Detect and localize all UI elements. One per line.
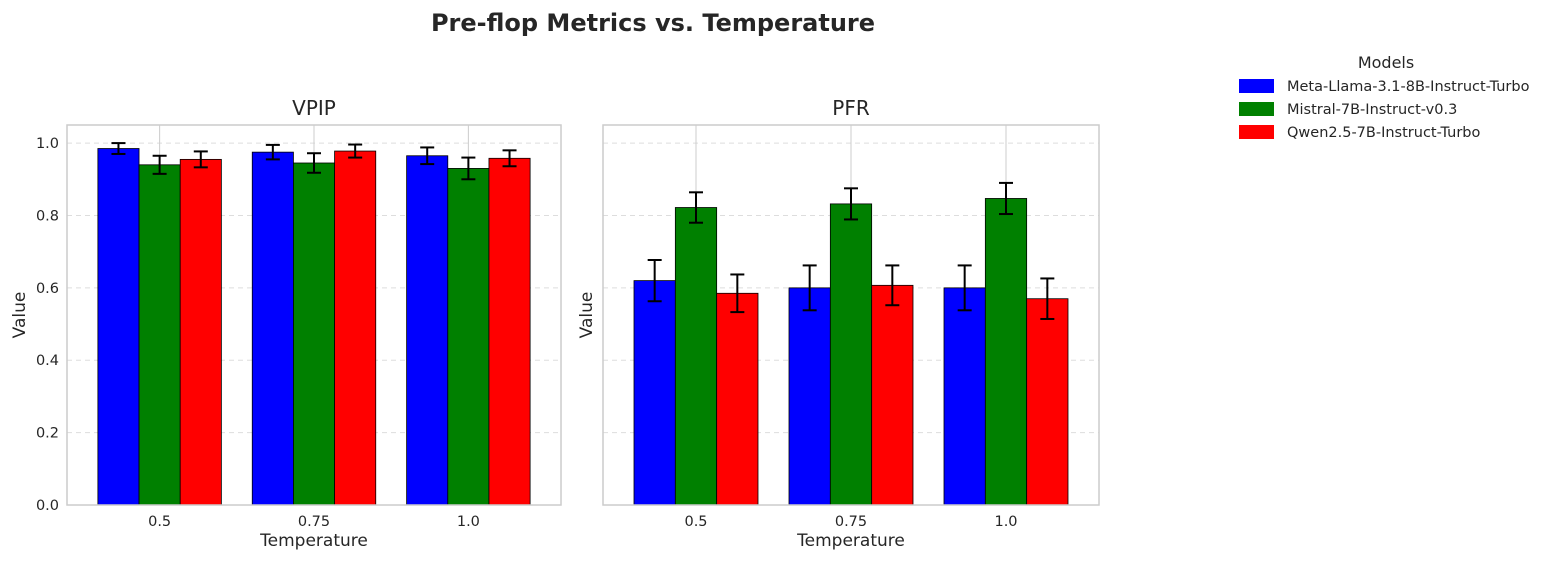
pfr-bar	[674, 207, 718, 506]
vpip-bar	[447, 168, 490, 506]
vpip-x-tick-label: 1.0	[457, 514, 480, 530]
pfr-y-axis-label: Value	[577, 292, 597, 339]
pfr-bar	[943, 287, 986, 506]
vpip-bar	[488, 157, 531, 506]
vpip-panel: 0.5 0.75 1.0 0.0 0.2 0.4 0.6 0.8 1.0 VPIP Temperat…	[10, 96, 562, 551]
vpip-y-tick-label: 0.4	[36, 353, 59, 369]
legend-label: Mistral-7B-Instruct-v0.3	[1287, 102, 1457, 118]
pfr-x-tick-label: 0.5	[684, 514, 707, 530]
legend-title: Models	[1358, 53, 1414, 72]
pfr-bar	[716, 292, 759, 506]
legend-swatch	[1239, 79, 1274, 93]
vpip-x-tick-label: 0.5	[148, 514, 171, 530]
vpip-x-axis-label: Temperature	[259, 531, 368, 551]
vpip-bar	[179, 158, 222, 506]
pfr-bar	[633, 280, 676, 506]
vpip-bar	[97, 148, 140, 506]
pfr-bar	[788, 287, 831, 506]
vpip-y-axis-label: Value	[10, 292, 30, 339]
vpip-bar	[251, 151, 294, 506]
legend-swatch	[1239, 125, 1274, 139]
vpip-bar	[293, 162, 335, 506]
legend-label: Qwen2.5-7B-Instruct-Turbo	[1287, 125, 1481, 141]
vpip-title: VPIP	[292, 96, 336, 120]
vpip-y-tick-label: 0.8	[36, 208, 59, 224]
legend-label: Meta-Llama-3.1-8B-Instruct-Turbo	[1287, 79, 1530, 95]
legend-swatch	[1239, 102, 1274, 116]
pfr-bar	[984, 198, 1028, 506]
pfr-title: PFR	[832, 96, 870, 120]
pfr-bar	[829, 203, 873, 506]
pfr-x-axis-label: Temperature	[796, 531, 905, 551]
pfr-bar	[1026, 298, 1069, 506]
pfr-x-tick-label: 0.75	[835, 514, 867, 530]
pfr-bar	[871, 284, 914, 506]
vpip-bar	[138, 164, 181, 506]
pfr-x-tick-label: 1.0	[994, 514, 1017, 530]
legend: Models Meta-Llama-3.1-8B-Instruct-Turbo M…	[1239, 53, 1530, 141]
vpip-axes-frame	[66, 124, 562, 506]
vpip-y-tick-label: 1.0	[36, 136, 59, 152]
pfr-axes-frame	[602, 124, 1100, 506]
pfr-panel: 0.5 0.75 1.0 PFR Temperature Value	[577, 96, 1100, 551]
vpip-y-tick-label: 0.0	[36, 498, 59, 514]
vpip-y-tick-label: 0.6	[36, 281, 59, 297]
vpip-x-tick-label: 0.75	[298, 514, 330, 530]
vpip-bar	[406, 155, 449, 506]
vpip-y-tick-label: 0.2	[36, 426, 59, 442]
figure-title: Pre-flop Metrics vs. Temperature	[431, 9, 875, 37]
vpip-bar	[334, 150, 377, 506]
